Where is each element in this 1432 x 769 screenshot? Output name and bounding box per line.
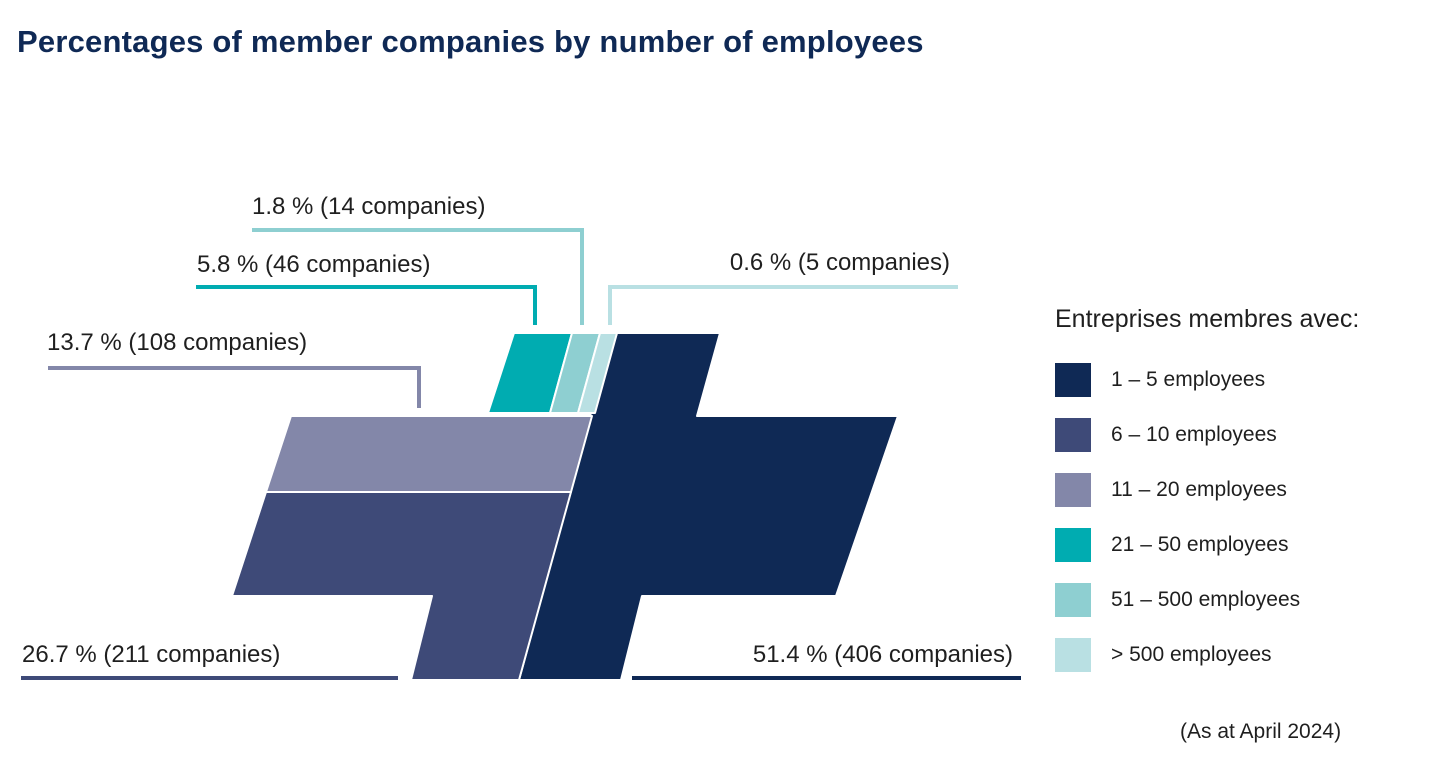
data-label-6-10: 26.7 % (211 companies) — [22, 641, 280, 668]
leader-line-51-500 — [252, 228, 584, 325]
segment-over-500 — [577, 332, 618, 414]
segments — [231, 332, 899, 681]
chart-title: Percentages of member companies by numbe… — [17, 24, 924, 59]
legend-item-21-50: 21 – 50 employees — [1055, 517, 1359, 572]
legend-title: Entreprises membres avec: — [1055, 305, 1360, 333]
data-label-1-5: 51.4 % (406 companies) — [753, 641, 1013, 668]
legend-swatch — [1055, 417, 1091, 452]
legend-label: 21 – 50 employees — [1111, 532, 1289, 556]
data-labels: 51.4 % (406 companies) 26.7 % (211 compa… — [22, 193, 1013, 668]
legend-swatch — [1055, 582, 1091, 617]
footnote: (As at April 2024) — [1180, 720, 1342, 743]
legend-item-6-10: 6 – 10 employees — [1055, 407, 1359, 462]
legend-item-11-20: 11 – 20 employees — [1055, 462, 1359, 517]
data-label-21-50: 5.8 % (46 companies) — [197, 251, 430, 278]
legend-item-51-500: 51 – 500 employees — [1055, 572, 1359, 627]
legend-item-over-500: > 500 employees — [1055, 627, 1359, 682]
data-label-51-500: 1.8 % (14 companies) — [252, 193, 485, 220]
legend-item-1-5: 1 – 5 employees — [1055, 352, 1359, 407]
legend-swatch — [1055, 362, 1091, 397]
legend-swatch — [1055, 637, 1091, 672]
legend-label: 51 – 500 employees — [1111, 587, 1301, 611]
leader-line-21-50 — [196, 285, 537, 325]
legend-label: 1 – 5 employees — [1111, 367, 1266, 391]
leader-line-over-500 — [608, 285, 958, 325]
legend-label: 6 – 10 employees — [1111, 422, 1277, 446]
legend-swatch — [1055, 527, 1091, 562]
legend-swatch — [1055, 472, 1091, 507]
leader-lines — [21, 228, 1021, 680]
segment-6-10 — [231, 491, 572, 681]
segment-11-20 — [265, 415, 593, 493]
chart-area: 51.4 % (406 companies) 26.7 % (211 compa… — [21, 193, 1021, 681]
legend: Entreprises membres avec: 1 – 5 employee… — [1055, 305, 1359, 682]
legend-label: > 500 employees — [1111, 642, 1272, 666]
data-label-11-20: 13.7 % (108 companies) — [47, 329, 307, 356]
legend-label: 11 – 20 employees — [1111, 477, 1287, 501]
data-label-over-500: 0.6 % (5 companies) — [730, 249, 950, 276]
leader-line-11-20 — [48, 366, 421, 408]
